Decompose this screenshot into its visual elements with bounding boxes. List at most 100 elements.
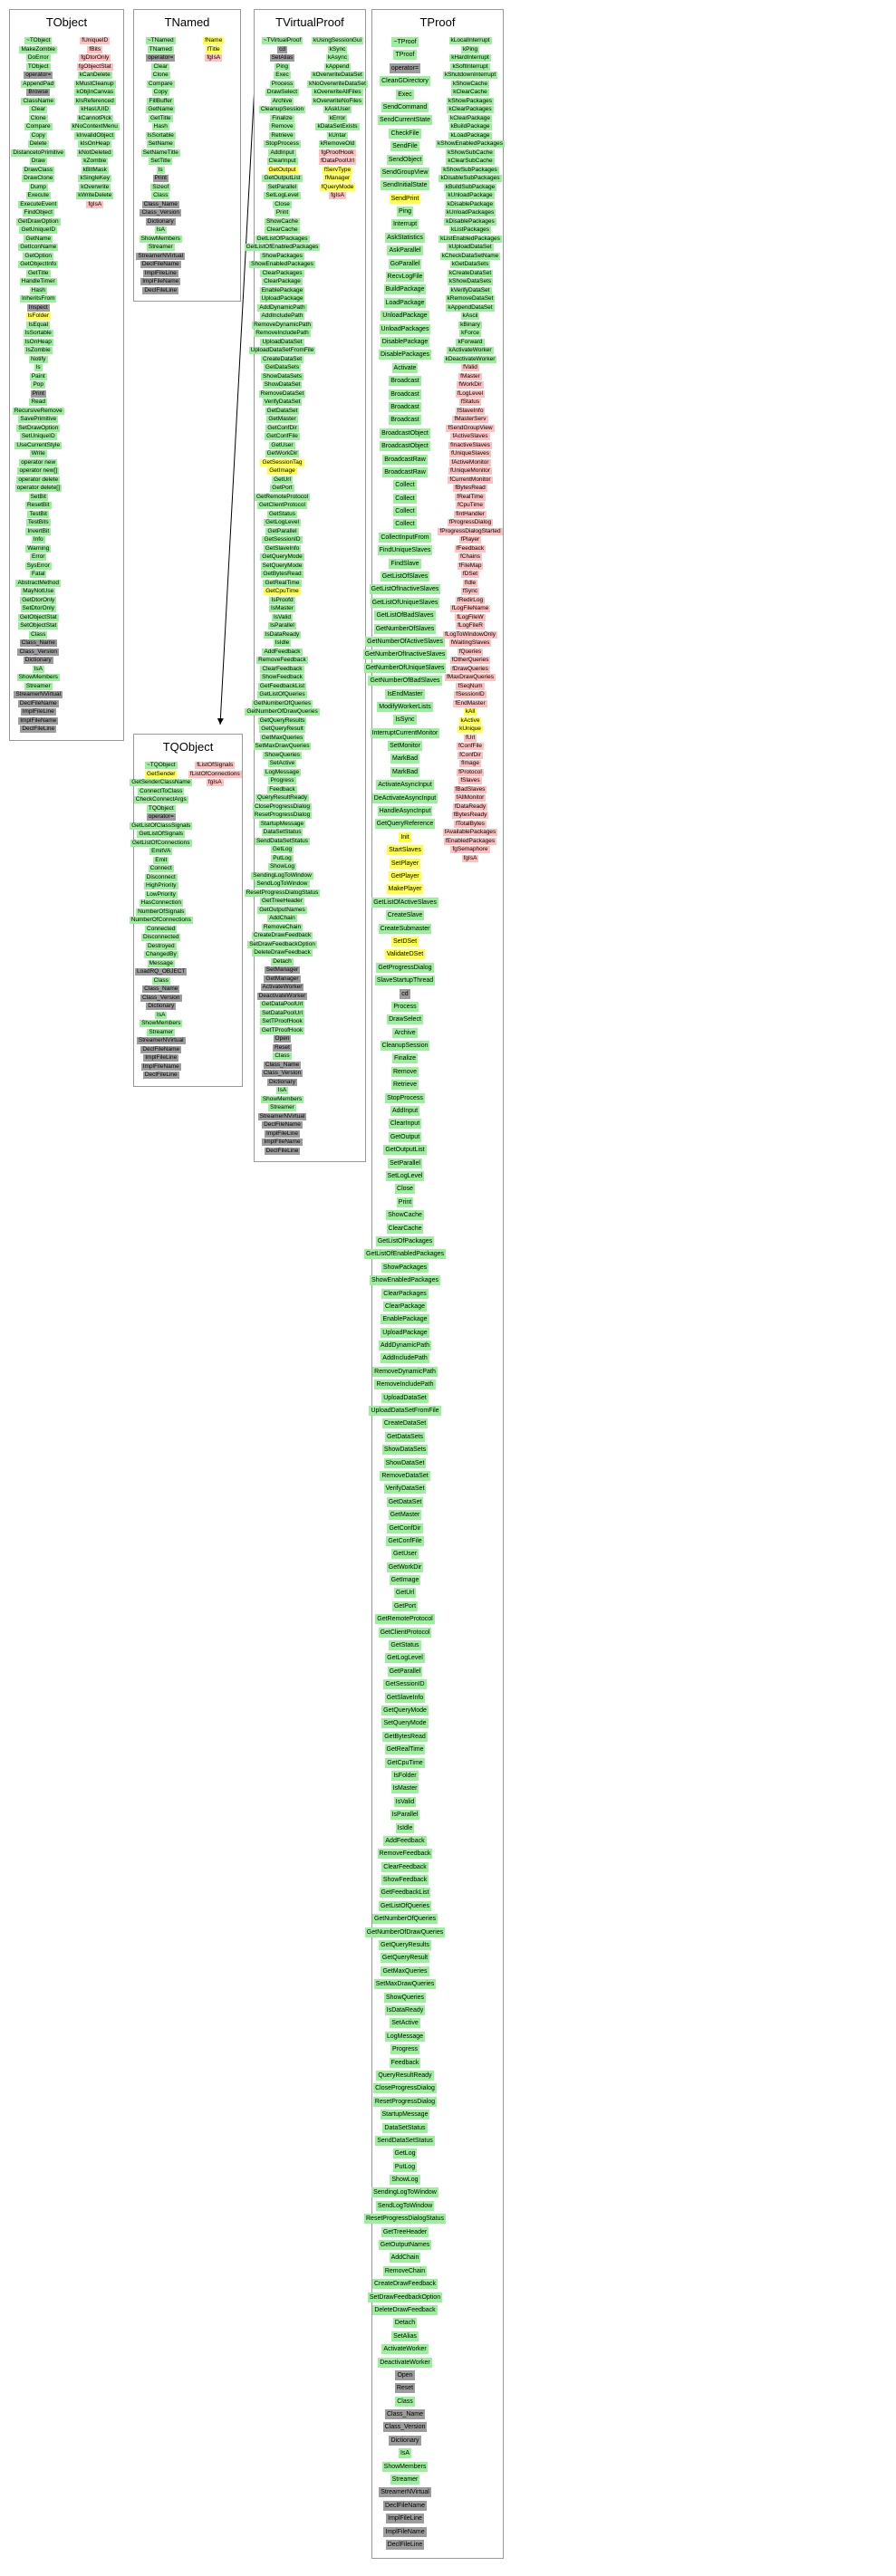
member-chip[interactable]: SlaveStartupThread [374, 976, 436, 986]
member-chip[interactable]: Dump [28, 183, 48, 191]
member-chip[interactable]: GetRealTime [263, 579, 302, 587]
member-chip[interactable]: kForward [456, 338, 485, 346]
member-chip[interactable]: IsFolder [25, 312, 51, 320]
member-chip[interactable]: ShowEnabledPackages [370, 1275, 440, 1286]
member-chip[interactable]: DisablePackage [380, 336, 430, 347]
member-chip[interactable]: fMaxDrawQueries [444, 674, 496, 681]
member-chip[interactable]: GetMaxQueries [259, 734, 305, 742]
member-chip[interactable]: RecvLogFile [385, 272, 425, 283]
member-chip[interactable]: SetDSet [390, 936, 419, 947]
member-chip[interactable]: Progress [390, 2044, 419, 2055]
member-chip[interactable]: Ping [274, 62, 290, 71]
member-chip[interactable]: kUnique [458, 726, 483, 733]
member-chip[interactable]: FindSlave [389, 558, 421, 569]
member-chip[interactable]: GetConfFile [265, 433, 300, 440]
member-chip[interactable]: kAsync [326, 54, 349, 62]
member-chip[interactable]: MakePlayer [386, 884, 424, 895]
member-chip[interactable]: Remove [390, 1066, 419, 1077]
member-chip[interactable]: ShowPackages [381, 1262, 429, 1273]
member-chip[interactable]: ShowLog [267, 863, 297, 870]
member-chip[interactable]: Class_Version [382, 2422, 428, 2433]
member-chip[interactable]: fgIsA [205, 54, 223, 62]
member-chip[interactable]: fQueryMode [319, 183, 356, 191]
member-chip[interactable]: ResetProgressDialog [372, 2096, 438, 2107]
member-chip[interactable]: DrawSelect [387, 1014, 423, 1025]
member-chip[interactable]: kCannotPick [76, 114, 113, 122]
member-chip[interactable]: kClearSubCache [446, 158, 495, 165]
member-chip[interactable]: CloseProgressDialog [252, 803, 313, 811]
member-chip[interactable]: kAskUser [323, 106, 352, 113]
member-chip[interactable]: Exec [396, 89, 414, 100]
member-chip[interactable]: Clone [28, 114, 48, 122]
member-chip[interactable]: Class_Version [17, 648, 60, 656]
member-chip[interactable]: fUniqueID [80, 37, 111, 44]
member-chip[interactable]: cd [400, 988, 410, 999]
member-chip[interactable]: IsParallel [390, 1810, 420, 1821]
member-chip[interactable]: GetUrl [272, 476, 293, 484]
class-title-tvirtualproof[interactable]: TVirtualProof [275, 15, 344, 29]
member-chip[interactable]: GetDataPoolUrl [259, 1001, 305, 1008]
member-chip[interactable]: Connected [145, 925, 178, 933]
member-chip[interactable]: TestBits [25, 519, 51, 526]
member-chip[interactable]: HighPriority [143, 882, 178, 889]
member-chip[interactable]: GetConfFile [386, 1535, 424, 1546]
member-chip[interactable]: Class [151, 976, 170, 985]
member-chip[interactable]: Dictionary [23, 657, 53, 664]
member-chip[interactable]: kClearCache [451, 89, 489, 96]
member-chip[interactable]: ActivateWorker [381, 2344, 429, 2355]
member-chip[interactable]: IsSortable [23, 330, 53, 337]
member-chip[interactable]: LogMessage [263, 768, 302, 776]
member-chip[interactable]: AskStatistics [385, 232, 425, 243]
member-chip[interactable]: fgProofHook [319, 149, 356, 157]
member-chip[interactable]: Class_Name [142, 985, 180, 993]
member-chip[interactable]: fgIsA [461, 854, 479, 862]
member-chip[interactable]: ImplFileName [383, 2526, 427, 2537]
member-chip[interactable]: PutLog [392, 2161, 418, 2172]
member-chip[interactable]: GetSender [145, 770, 178, 778]
member-chip[interactable]: fEnabledPackages [443, 837, 497, 845]
member-chip[interactable]: SetDrawOption [16, 424, 61, 432]
member-chip[interactable]: fRealTime [455, 493, 486, 501]
member-chip[interactable]: SetLogLevel [385, 1170, 425, 1181]
member-chip[interactable]: GetQueryResults [379, 1940, 431, 1951]
member-chip[interactable]: ~TVirtualProof [261, 37, 303, 44]
member-chip[interactable]: ShowDataSet [383, 1457, 427, 1468]
member-chip[interactable]: fBytesRead [453, 485, 487, 492]
class-title-tproof[interactable]: TProof [419, 15, 456, 29]
member-chip[interactable]: GetFeedbackList [379, 1888, 431, 1898]
member-chip[interactable]: GetOutputList [383, 1145, 427, 1156]
member-chip[interactable]: kForce [459, 330, 481, 337]
member-chip[interactable]: SetObjectStat [18, 622, 59, 630]
member-chip[interactable]: kShowCache [450, 80, 490, 88]
member-chip[interactable]: GetRemoteProtocol [254, 493, 311, 501]
member-chip[interactable]: GetMaster [388, 1510, 422, 1521]
member-chip[interactable]: kOverwrite [79, 183, 111, 191]
member-chip[interactable]: Interrupt [390, 219, 419, 230]
member-chip[interactable]: IsDataReady [263, 630, 302, 639]
member-chip[interactable]: NumberOfSignals [136, 908, 187, 916]
member-chip[interactable]: AddInput [268, 149, 296, 157]
member-chip[interactable]: GetListOfUniqueSlaves [370, 597, 440, 608]
member-chip[interactable]: RemoveIncludePath [254, 330, 311, 337]
member-chip[interactable]: kIsOnHeap [78, 140, 112, 148]
member-chip[interactable]: GetParallel [265, 527, 299, 535]
member-chip[interactable]: GetCpuTime [385, 1757, 425, 1768]
member-chip[interactable]: StopProcess [385, 1092, 425, 1103]
member-chip[interactable]: GetSlaveInfo [384, 1692, 426, 1703]
member-chip[interactable]: ImplFileName [140, 278, 181, 285]
member-chip[interactable]: GetIconName [18, 244, 59, 251]
member-chip[interactable]: UnloadPackage [381, 311, 429, 322]
member-chip[interactable]: RemoveDataSet [258, 389, 306, 398]
member-chip[interactable]: fFileMap [457, 562, 484, 570]
member-chip[interactable]: FillBuffer [147, 97, 175, 105]
member-chip[interactable]: DataSetStatus [382, 2122, 428, 2133]
member-chip[interactable]: kLocalInterrupt [448, 37, 492, 44]
member-chip[interactable]: IsA [275, 1087, 289, 1094]
member-chip[interactable]: kOverwriteAllFiles [312, 89, 363, 96]
member-chip[interactable]: DeactivateWorker [256, 992, 308, 1000]
member-chip[interactable]: StreamerNVirtual [136, 1037, 186, 1044]
member-chip[interactable]: kDeactivateWorker [443, 355, 497, 363]
member-chip[interactable]: Print [396, 1197, 414, 1207]
member-chip[interactable]: Info [31, 536, 45, 543]
member-chip[interactable]: GetTProofHook [259, 1026, 305, 1034]
